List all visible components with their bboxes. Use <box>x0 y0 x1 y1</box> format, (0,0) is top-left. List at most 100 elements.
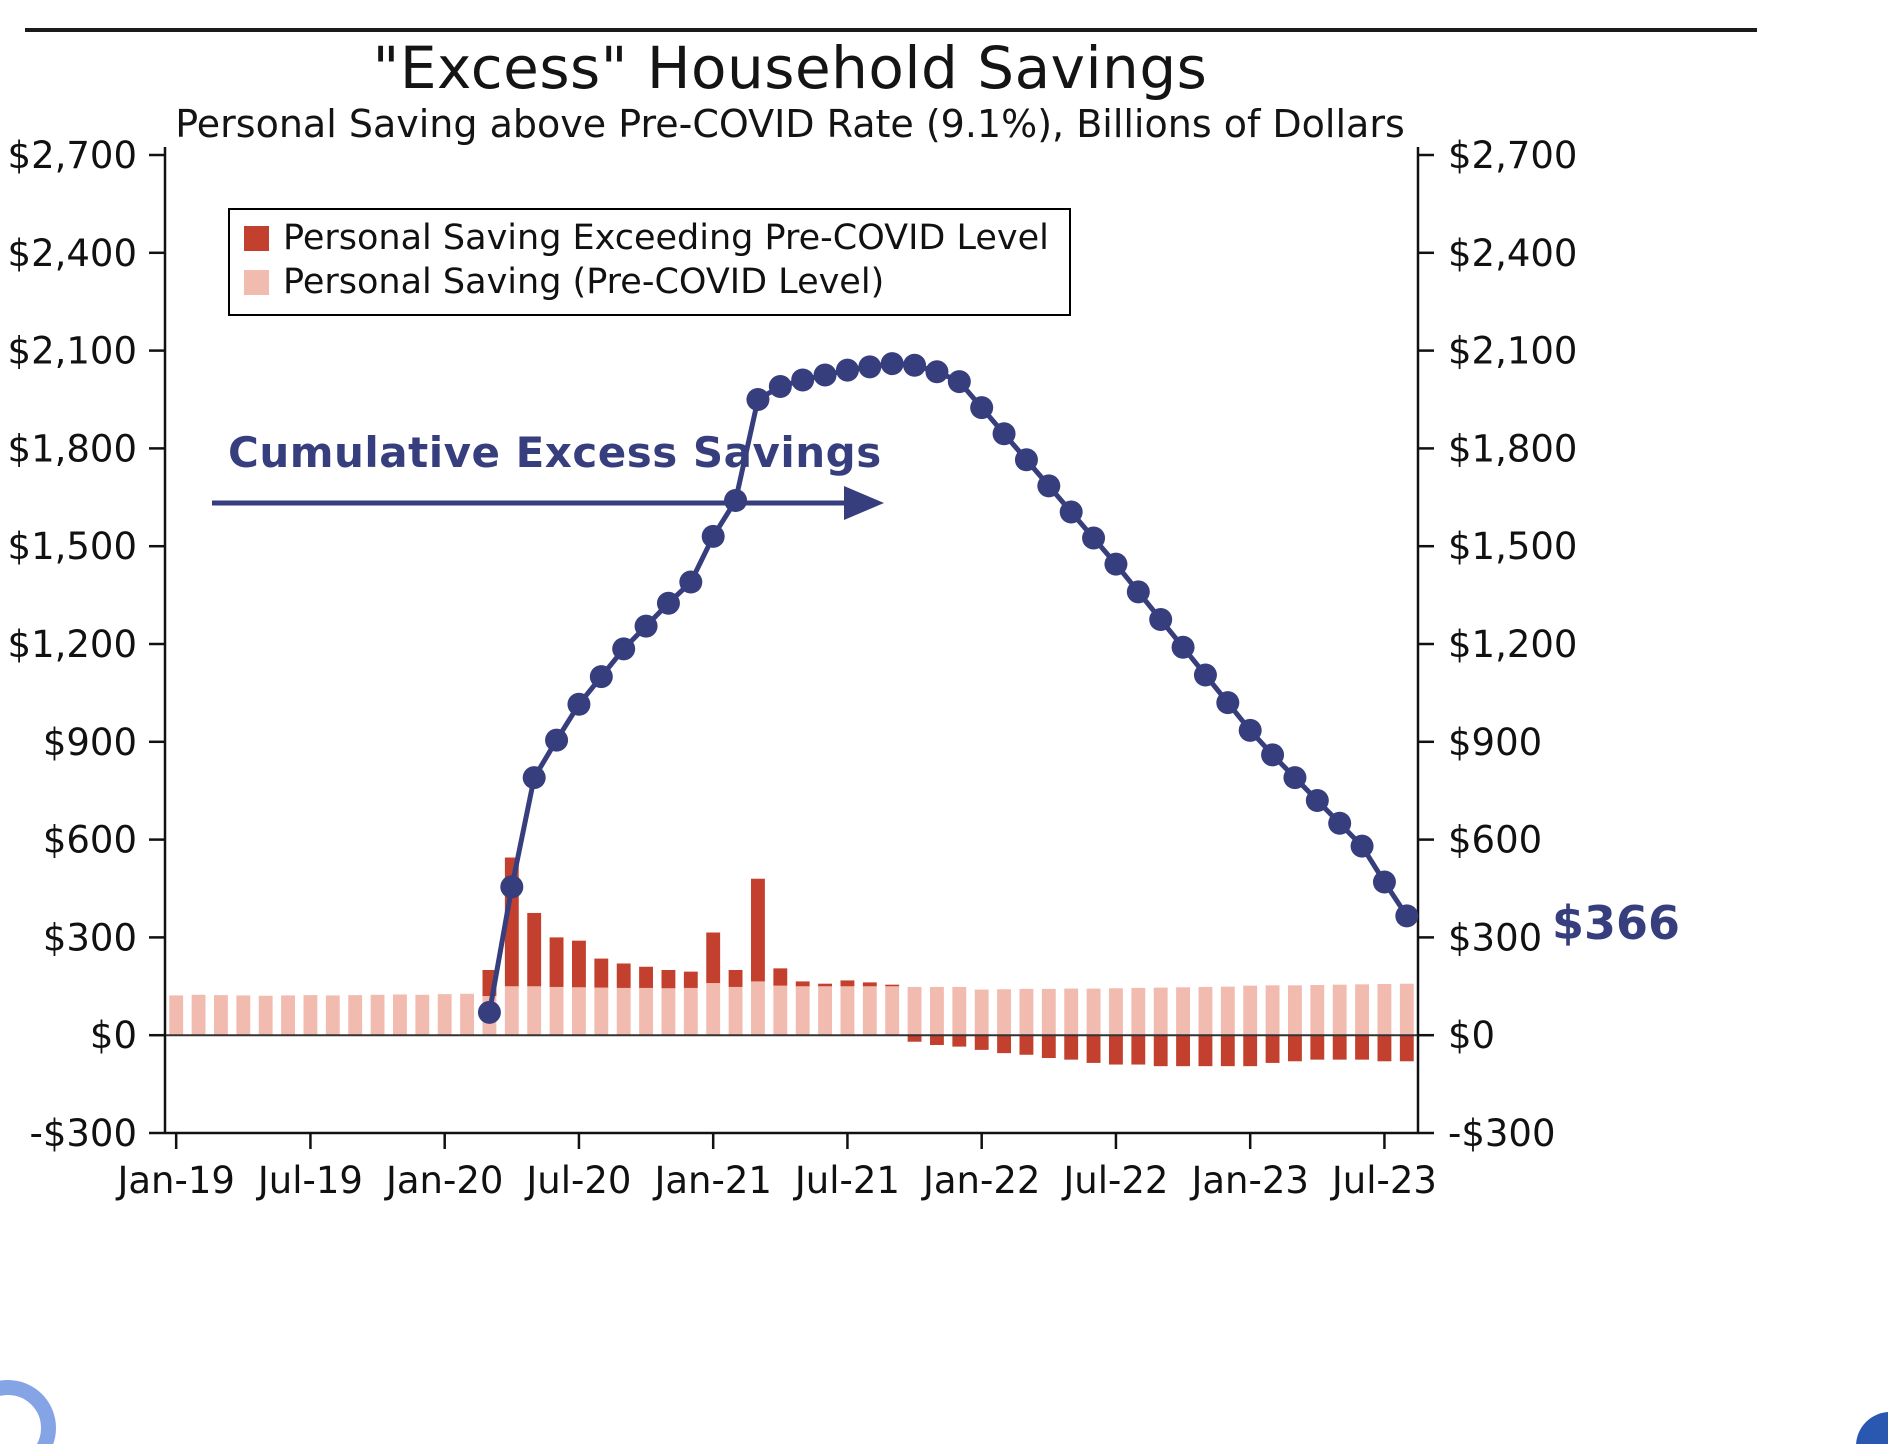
line-marker <box>813 363 837 387</box>
bar-excess-negative <box>1019 1035 1034 1055</box>
line-marker <box>545 728 569 752</box>
bar-precovid <box>1153 987 1168 1036</box>
bar-excess <box>773 968 788 986</box>
bar-precovid <box>527 986 542 1036</box>
bar-precovid <box>773 985 788 1036</box>
bar-precovid <box>236 995 251 1036</box>
y-tick-label-right: $300 <box>1448 916 1542 959</box>
bar-excess-negative <box>1332 1035 1347 1060</box>
bar-excess <box>728 970 743 987</box>
line-marker <box>1372 870 1396 894</box>
bar-excess-negative <box>1399 1035 1414 1062</box>
x-tick-label: Jan-22 <box>921 1159 1040 1202</box>
bar-excess <box>616 963 631 988</box>
bar-excess-negative <box>1220 1035 1235 1067</box>
line-marker <box>1059 500 1083 524</box>
line-marker <box>656 591 680 615</box>
bar-precovid <box>818 986 832 1036</box>
bar-precovid <box>862 986 877 1036</box>
bars-layer <box>169 857 1414 1067</box>
bar-excess <box>549 937 564 987</box>
bar-excess <box>594 958 609 988</box>
bar-excess <box>639 966 653 988</box>
legend-swatch-excess-icon <box>244 225 269 251</box>
bar-precovid <box>1176 987 1190 1036</box>
line-marker <box>1395 904 1419 928</box>
x-tick-label: Jul-21 <box>793 1159 900 1202</box>
y-tick-label-left: $0 <box>90 1014 137 1057</box>
bar-precovid <box>214 995 228 1036</box>
line-marker <box>858 355 882 379</box>
line-marker <box>1014 448 1038 472</box>
x-tick-label: Jul-19 <box>256 1159 363 1202</box>
bar-excess-negative <box>952 1035 967 1047</box>
line-marker <box>500 875 524 899</box>
legend-swatch-precovid-icon <box>244 269 269 295</box>
line-marker <box>903 353 927 377</box>
bar-excess-negative <box>1064 1035 1079 1060</box>
line-marker <box>1193 663 1217 687</box>
annotation-arrowhead-icon <box>844 486 884 520</box>
line-marker <box>612 637 636 661</box>
bar-precovid <box>504 986 519 1036</box>
line-marker <box>589 665 613 689</box>
bar-precovid <box>1019 988 1034 1036</box>
y-tick-label-left: $1,800 <box>8 427 137 470</box>
bar-excess-negative <box>1109 1035 1123 1065</box>
y-tick-label-left: $300 <box>43 916 137 959</box>
line-marker <box>1261 743 1285 767</box>
line-marker <box>835 358 859 382</box>
bar-precovid <box>1220 986 1235 1036</box>
bar-precovid <box>1086 988 1101 1036</box>
line-marker <box>1171 635 1195 659</box>
x-tick-label: Jan-20 <box>384 1159 503 1202</box>
chart-subtitle: Personal Saving above Pre-COVID Rate (9.… <box>175 102 1405 146</box>
line-marker <box>1305 788 1329 812</box>
bar-precovid <box>169 995 184 1036</box>
line-marker <box>1104 552 1128 576</box>
line-marker <box>1126 580 1150 604</box>
y-tick-label-left: $900 <box>43 721 137 764</box>
bar-precovid <box>460 993 474 1036</box>
bar-precovid <box>1355 984 1369 1036</box>
bar-precovid <box>974 989 989 1036</box>
y-tick-label-left: $2,100 <box>8 330 137 373</box>
bar-precovid <box>952 986 967 1036</box>
bar-excess <box>527 912 542 987</box>
bar-excess-negative <box>1310 1035 1325 1060</box>
y-tick-label-right: $0 <box>1448 1014 1495 1057</box>
line-marker <box>947 370 971 394</box>
bar-excess <box>885 984 900 987</box>
line-marker <box>1238 718 1262 742</box>
bar-excess-negative <box>1153 1035 1168 1067</box>
y-tick-label-left: $1,500 <box>8 525 137 568</box>
bar-excess-negative <box>974 1035 989 1050</box>
line-marker <box>1082 526 1106 550</box>
line-marker <box>768 374 792 398</box>
legend-label-precovid: Personal Saving (Pre-COVID Level) <box>283 262 885 302</box>
bar-precovid <box>325 995 340 1036</box>
line-marker <box>1350 834 1374 858</box>
bar-precovid <box>437 994 452 1036</box>
bar-precovid <box>1041 988 1056 1036</box>
bar-excess <box>818 983 832 987</box>
x-tick-label: Jul-22 <box>1061 1159 1168 1202</box>
bar-precovid <box>415 994 430 1036</box>
bar-precovid <box>1310 984 1325 1036</box>
y-tick-label-left: $1,200 <box>8 623 137 666</box>
bar-precovid <box>281 995 295 1036</box>
y-tick-label-right: $1,200 <box>1448 623 1577 666</box>
bar-excess-negative <box>1086 1035 1101 1063</box>
bar-excess-negative <box>1377 1035 1392 1062</box>
line-marker <box>925 360 949 384</box>
bar-excess-negative <box>907 1035 922 1042</box>
x-tick-label: Jul-23 <box>1330 1159 1437 1202</box>
bar-precovid <box>661 988 676 1036</box>
legend-item-excess: Personal Saving Exceeding Pre-COVID Leve… <box>244 218 1049 258</box>
bar-excess-negative <box>1355 1035 1369 1060</box>
bar-precovid <box>751 981 765 1036</box>
line-marker <box>634 614 658 638</box>
bar-precovid <box>258 995 273 1036</box>
bar-excess-negative <box>997 1035 1011 1054</box>
